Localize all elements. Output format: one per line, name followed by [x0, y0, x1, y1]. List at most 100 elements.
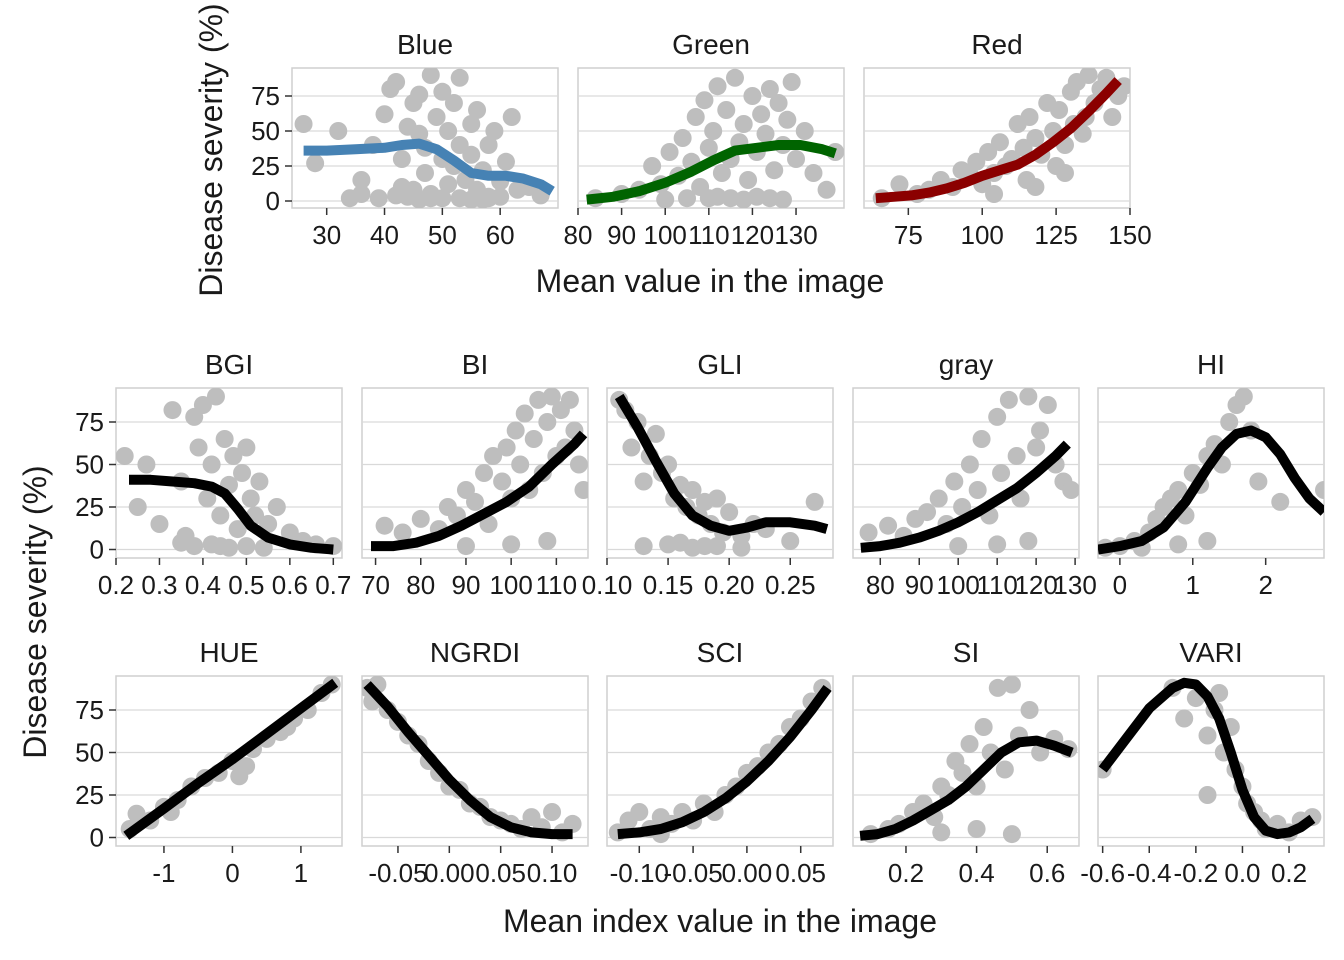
- data-point: [1026, 178, 1045, 196]
- x-tick-label: 125: [1034, 220, 1077, 250]
- x-tick-label: 75: [894, 220, 923, 250]
- x-tick-label: 0.00: [424, 858, 475, 888]
- data-point: [1050, 101, 1069, 119]
- data-point: [1002, 676, 1021, 694]
- data-point: [1249, 472, 1268, 491]
- x-tick-label: 80: [406, 570, 435, 600]
- x-tick-label: 0.2: [98, 570, 134, 600]
- y-tick-label: 50: [75, 450, 104, 480]
- data-point: [515, 404, 534, 423]
- facet-title: Green: [672, 29, 750, 60]
- data-point: [172, 533, 191, 552]
- x-tick-label: 120: [1014, 570, 1057, 600]
- data-point: [1175, 709, 1194, 728]
- data-point: [352, 171, 371, 189]
- data-point: [968, 481, 987, 499]
- data-point: [1234, 388, 1253, 406]
- x-tick-label: 120: [731, 220, 774, 250]
- smooth-line: [303, 138, 555, 196]
- x-tick-label: 110: [536, 570, 577, 600]
- data-point: [224, 447, 243, 465]
- data-point: [479, 515, 498, 533]
- data-point: [410, 85, 429, 104]
- facet-title: Red: [971, 29, 1022, 60]
- data-point: [743, 87, 762, 105]
- x-tick-label: -0.2: [1173, 858, 1218, 888]
- x-tick-label: 0.15: [643, 570, 694, 600]
- data-point: [484, 447, 503, 465]
- smooth-line: [586, 140, 837, 205]
- data-point: [859, 523, 878, 542]
- data-point: [569, 455, 588, 474]
- data-point: [294, 115, 313, 133]
- data-point: [427, 108, 446, 126]
- smooth-line: [1098, 425, 1324, 555]
- y-tick-label: 75: [251, 81, 280, 111]
- data-point: [237, 438, 256, 457]
- data-point: [369, 189, 388, 208]
- data-point: [493, 472, 512, 491]
- data-point: [707, 489, 726, 508]
- data-point: [634, 537, 653, 556]
- data-point: [439, 122, 458, 140]
- data-point: [211, 506, 230, 525]
- data-point: [542, 388, 561, 406]
- x-tick-label: 0.05: [475, 858, 526, 888]
- x-tick-label: 0.0: [1224, 858, 1260, 888]
- data-point: [1055, 164, 1074, 182]
- smooth-line: [875, 77, 1122, 204]
- data-point: [228, 520, 247, 539]
- x-tick-label: 0.6: [272, 570, 308, 600]
- y-tick-label: 50: [75, 738, 104, 768]
- data-point: [511, 455, 530, 474]
- data-point: [1026, 129, 1045, 147]
- x-tick-label: 0.4: [185, 570, 221, 600]
- x-tick-label: 0: [1113, 570, 1127, 600]
- panel-frame: [115, 387, 343, 559]
- data-point: [393, 523, 412, 542]
- smooth-line: [617, 684, 832, 840]
- x-tick-label: 70: [361, 570, 390, 600]
- x-tick-label: 60: [486, 220, 515, 250]
- data-point: [485, 122, 504, 140]
- y-tick-label: 25: [75, 780, 104, 810]
- x-tick-label: 110: [976, 570, 1017, 600]
- data-point: [988, 678, 1007, 697]
- data-point: [879, 516, 898, 535]
- data-point: [1038, 396, 1057, 414]
- data-point: [447, 506, 466, 525]
- data-point: [795, 122, 814, 140]
- data-point: [773, 190, 792, 208]
- panel-bi: 70 80 90 100 110 BI: [361, 349, 589, 600]
- bottom-x-axis-label: Mean index value in the image: [503, 903, 937, 939]
- panel-blue: 0 25 50 75 30 40 50 60 Blue: [251, 29, 559, 250]
- data-point: [974, 718, 993, 736]
- data-point: [497, 438, 516, 457]
- data-point: [411, 509, 430, 528]
- data-point: [233, 464, 252, 482]
- data-point: [193, 396, 212, 414]
- facet-title: Blue: [397, 29, 453, 60]
- data-point: [1014, 138, 1033, 157]
- data-point: [1315, 481, 1324, 499]
- data-point: [410, 190, 429, 208]
- data-area: [872, 68, 1130, 208]
- data-point: [929, 489, 948, 508]
- data-point: [712, 164, 731, 182]
- data-point: [1220, 413, 1239, 431]
- data-point: [704, 122, 723, 140]
- data-point: [250, 472, 269, 491]
- data-point: [1198, 726, 1217, 745]
- y-tick-label: 0: [266, 186, 280, 216]
- data-point: [462, 145, 481, 164]
- x-tick-label: 1: [294, 858, 308, 888]
- data-point: [918, 503, 937, 522]
- data-point: [466, 492, 484, 511]
- x-tick-label: -0.05: [663, 858, 722, 888]
- data-point: [671, 533, 690, 552]
- data-point: [782, 73, 801, 91]
- data-point: [734, 115, 753, 133]
- data-point: [433, 82, 452, 101]
- data-point: [450, 189, 469, 208]
